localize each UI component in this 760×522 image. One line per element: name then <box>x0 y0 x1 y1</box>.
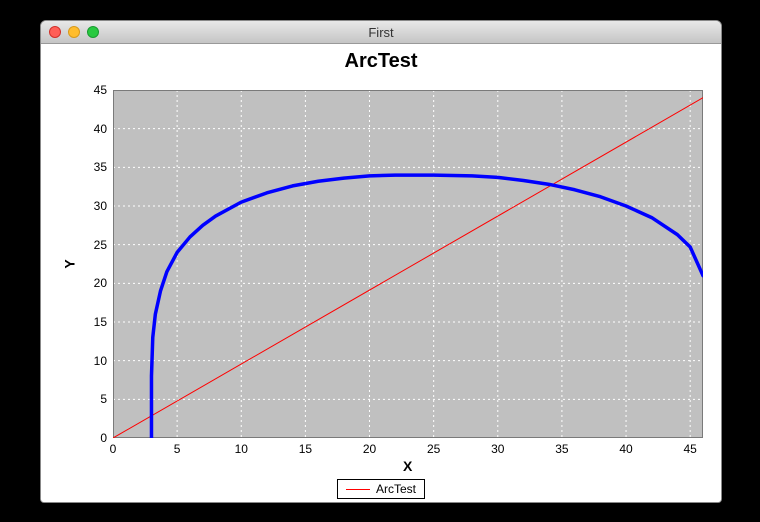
window-title: First <box>41 25 721 40</box>
x-tick-label: 35 <box>555 442 568 456</box>
y-axis-label: Y <box>62 259 78 268</box>
window-controls <box>41 26 99 38</box>
close-icon[interactable] <box>49 26 61 38</box>
x-tick-label: 25 <box>427 442 440 456</box>
legend-line-icon <box>346 489 370 490</box>
plot-area <box>113 90 703 438</box>
minimize-icon[interactable] <box>68 26 80 38</box>
y-tick-label: 20 <box>94 276 107 290</box>
plot-svg <box>113 90 703 438</box>
x-tick-label: 15 <box>299 442 312 456</box>
x-tick-label: 0 <box>110 442 117 456</box>
y-tick-label: 15 <box>94 315 107 329</box>
x-tick-label: 45 <box>683 442 696 456</box>
y-tick-label: 30 <box>94 199 107 213</box>
y-tick-label: 10 <box>94 354 107 368</box>
x-tick-label: 10 <box>235 442 248 456</box>
legend: ArcTest <box>337 479 425 499</box>
y-tick-label: 5 <box>100 392 107 406</box>
maximize-icon[interactable] <box>87 26 99 38</box>
x-tick-label: 20 <box>363 442 376 456</box>
y-tick-label: 35 <box>94 160 107 174</box>
y-tick-label: 40 <box>94 122 107 136</box>
x-tick-label: 40 <box>619 442 632 456</box>
y-tick-label: 45 <box>94 83 107 97</box>
x-tick-label: 5 <box>174 442 181 456</box>
app-window: First ArcTest Y X 0 5 10 15 20 25 30 35 40 45 0 5 10… <box>40 20 722 503</box>
y-tick-label: 25 <box>94 238 107 252</box>
x-tick-label: 30 <box>491 442 504 456</box>
y-tick-label: 0 <box>100 431 107 445</box>
legend-label: ArcTest <box>376 482 416 496</box>
chart-title: ArcTest <box>41 50 721 73</box>
chart-container: ArcTest Y X 0 5 10 15 20 25 30 35 40 45 0 5 10 15 20 25… <box>41 50 721 503</box>
x-axis-label: X <box>403 458 412 474</box>
titlebar[interactable]: First <box>41 21 721 44</box>
